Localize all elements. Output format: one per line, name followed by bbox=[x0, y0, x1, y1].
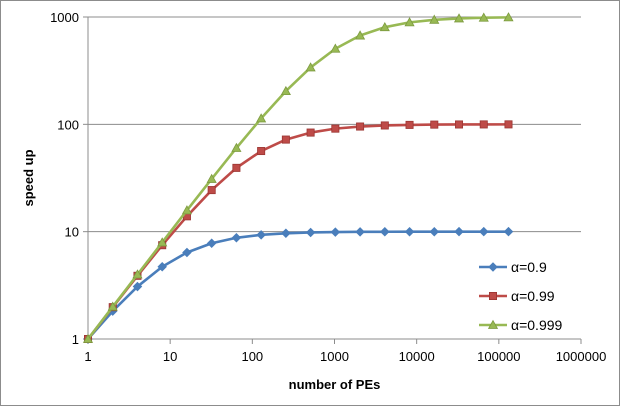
legend-label: α=0.9 bbox=[511, 259, 547, 275]
data-point bbox=[305, 227, 316, 238]
series-line bbox=[86, 16, 509, 340]
data-point bbox=[478, 12, 489, 22]
data-point bbox=[256, 230, 266, 240]
x-tick-label: 100000 bbox=[477, 349, 520, 364]
y-axis-title: speed up bbox=[21, 149, 36, 206]
data-point bbox=[330, 43, 341, 53]
data-point bbox=[430, 120, 439, 129]
data-point bbox=[488, 291, 497, 300]
data-point bbox=[380, 226, 390, 237]
data-point bbox=[281, 135, 290, 144]
legend-item-1: α=0.9 bbox=[479, 259, 547, 275]
data-point bbox=[206, 173, 217, 183]
data-point bbox=[82, 333, 94, 343]
data-point bbox=[182, 247, 192, 258]
data-point bbox=[306, 128, 315, 137]
data-point bbox=[256, 113, 267, 123]
data-point bbox=[305, 62, 316, 72]
legend-label: α=0.999 bbox=[511, 317, 563, 333]
x-tick-label: 10000 bbox=[399, 349, 435, 364]
data-point bbox=[355, 227, 365, 237]
data-point bbox=[257, 147, 266, 156]
data-point bbox=[157, 237, 168, 247]
data-point bbox=[231, 142, 242, 152]
series-1 bbox=[83, 226, 514, 344]
data-point bbox=[488, 262, 498, 272]
data-point bbox=[453, 13, 465, 23]
data-point bbox=[405, 120, 414, 129]
legend-item-3: α=0.999 bbox=[479, 317, 563, 333]
data-point bbox=[356, 122, 365, 131]
y-tick-label: 100 bbox=[57, 117, 79, 132]
data-point bbox=[479, 120, 488, 129]
series-line bbox=[87, 230, 509, 340]
legend-label: α=0.99 bbox=[511, 288, 555, 304]
y-tick-label: 1 bbox=[72, 332, 79, 347]
data-point bbox=[330, 227, 341, 237]
data-point bbox=[429, 14, 440, 24]
axis-layer: 1 10 100 1000 1 10 100 1000 10000 100000 1000000 bbox=[50, 10, 606, 364]
data-point bbox=[232, 163, 241, 172]
legend: α=0.9 α=0.99 α=0.999 bbox=[479, 259, 563, 333]
x-axis-title: number of PEs bbox=[289, 377, 381, 392]
data-point bbox=[107, 301, 118, 311]
data-point bbox=[157, 261, 167, 272]
x-tick-label: 100 bbox=[241, 349, 263, 364]
y-tick-label: 10 bbox=[65, 225, 79, 240]
data-point bbox=[455, 120, 464, 129]
data-point bbox=[503, 12, 514, 22]
data-point bbox=[231, 233, 242, 243]
data-point bbox=[487, 319, 499, 329]
x-tick-label: 1000000 bbox=[556, 349, 607, 364]
x-tick-label: 1 bbox=[84, 349, 91, 364]
data-point bbox=[181, 205, 193, 215]
data-point bbox=[429, 226, 440, 237]
data-point bbox=[132, 269, 143, 279]
data-point bbox=[331, 124, 340, 133]
data-point bbox=[380, 121, 389, 130]
series-3 bbox=[82, 12, 514, 343]
legend-item-2: α=0.99 bbox=[479, 288, 555, 304]
data-point bbox=[379, 21, 390, 32]
data-point bbox=[454, 226, 464, 237]
data-point bbox=[504, 120, 513, 129]
data-point bbox=[404, 226, 415, 237]
data-point bbox=[478, 226, 489, 237]
y-tick-label: 1000 bbox=[50, 10, 79, 25]
x-tick-label: 1000 bbox=[320, 349, 349, 364]
x-tick-label: 10 bbox=[163, 349, 177, 364]
data-point bbox=[132, 281, 143, 292]
data-point bbox=[503, 226, 514, 237]
data-point bbox=[280, 85, 291, 96]
data-point bbox=[404, 17, 415, 27]
data-point bbox=[206, 238, 217, 249]
data-point bbox=[207, 186, 216, 195]
series-line bbox=[86, 123, 509, 340]
series-layer bbox=[82, 12, 514, 344]
data-point bbox=[355, 30, 366, 40]
data-point bbox=[281, 228, 291, 239]
